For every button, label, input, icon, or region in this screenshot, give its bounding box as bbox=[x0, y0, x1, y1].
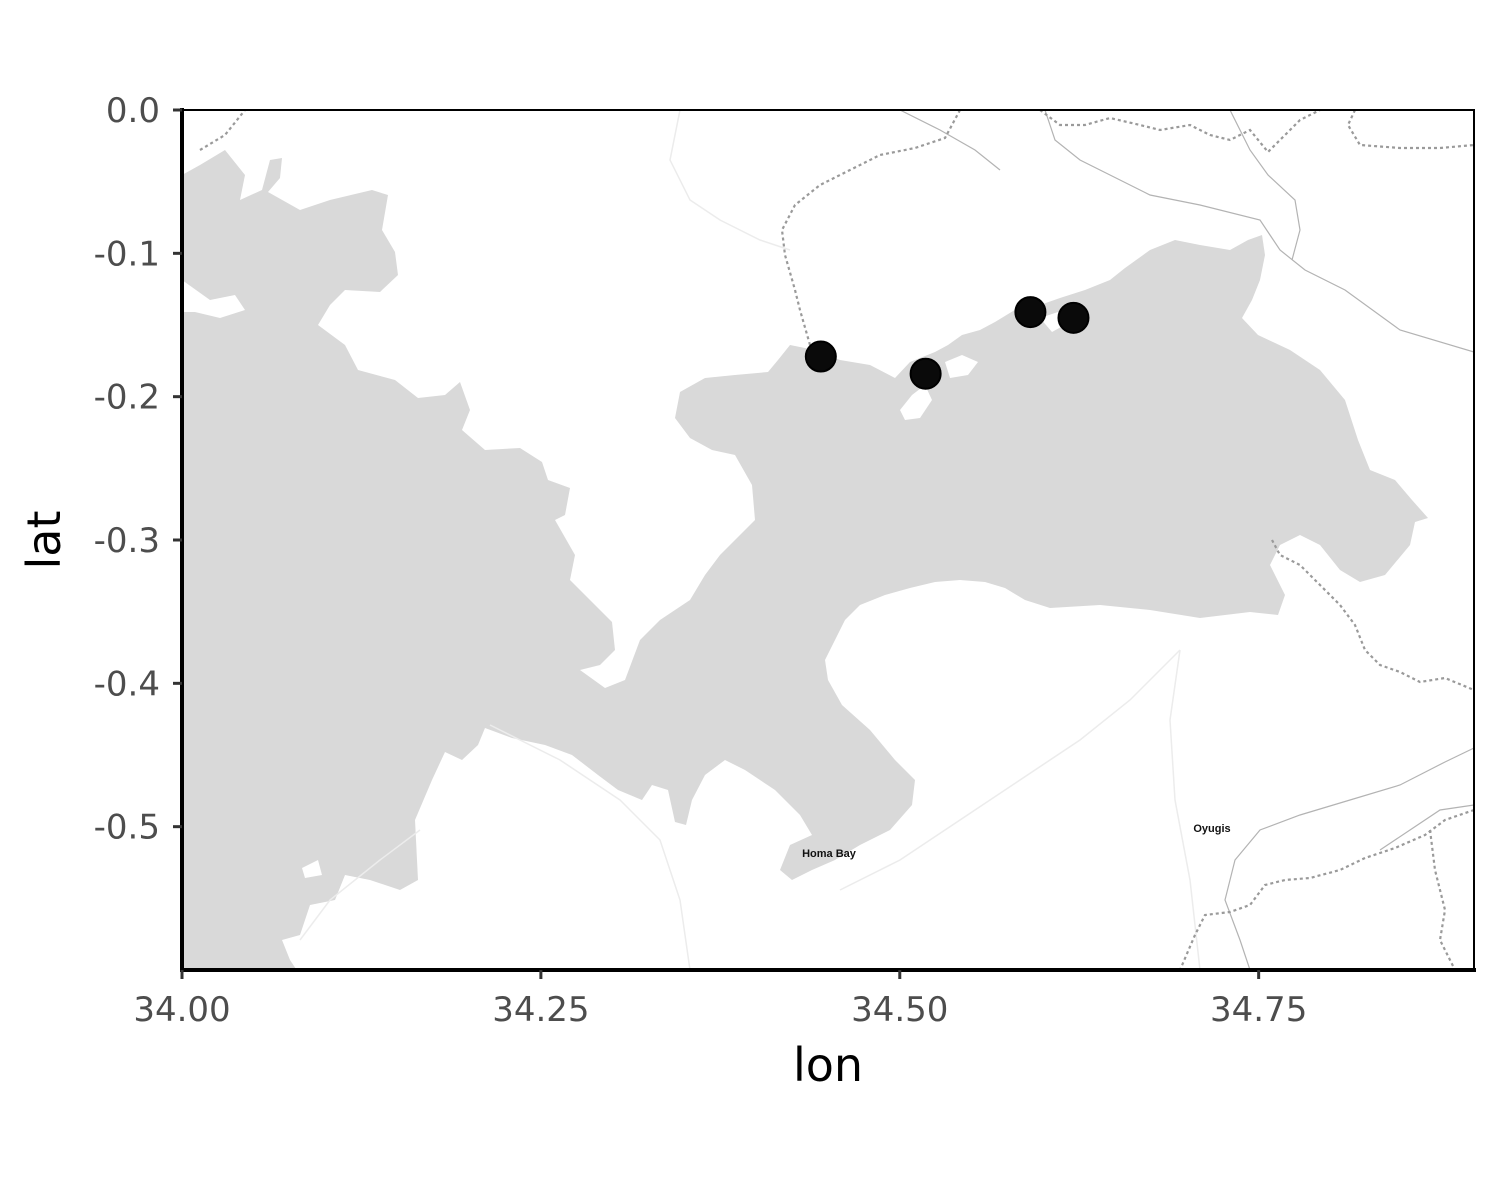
y-tick-label: -0.4 bbox=[94, 664, 160, 704]
data-point bbox=[1014, 296, 1047, 329]
land-island bbox=[182, 280, 245, 318]
y-tick-label: 0.0 bbox=[106, 91, 160, 131]
land-island bbox=[302, 860, 322, 878]
roads bbox=[899, 110, 1474, 970]
x-tick-label: 34.25 bbox=[492, 990, 589, 1030]
y-axis-title: lat bbox=[17, 510, 71, 569]
y-tick-label: -0.1 bbox=[94, 234, 160, 274]
y-tick-label: -0.3 bbox=[94, 521, 160, 561]
y-axis-ticks: 0.0 -0.1 -0.2 -0.3 -0.4 -0.5 bbox=[94, 91, 182, 848]
place-label-oyugis: Oyugis bbox=[1193, 823, 1230, 835]
y-tick-label: -0.5 bbox=[94, 808, 160, 848]
data-point bbox=[804, 340, 837, 373]
x-tick-label: 34.75 bbox=[1210, 990, 1307, 1030]
basemap: Homa Bay Oyugis bbox=[182, 110, 1474, 970]
x-tick-label: 34.50 bbox=[851, 990, 948, 1030]
data-point bbox=[1057, 301, 1090, 334]
x-axis-title: lon bbox=[793, 1038, 863, 1092]
lake-water bbox=[182, 150, 1428, 970]
place-label-homa-bay: Homa Bay bbox=[802, 848, 857, 860]
land-island bbox=[900, 385, 932, 420]
land-island bbox=[945, 355, 978, 378]
x-axis-ticks: 34.00 34.25 34.50 34.75 bbox=[133, 970, 1307, 1030]
data-points bbox=[804, 296, 1090, 390]
boundaries bbox=[199, 110, 1474, 970]
data-point bbox=[909, 357, 942, 390]
minor-roads bbox=[299, 110, 1201, 970]
x-tick-label: 34.00 bbox=[133, 990, 230, 1030]
y-tick-label: -0.2 bbox=[94, 378, 160, 418]
